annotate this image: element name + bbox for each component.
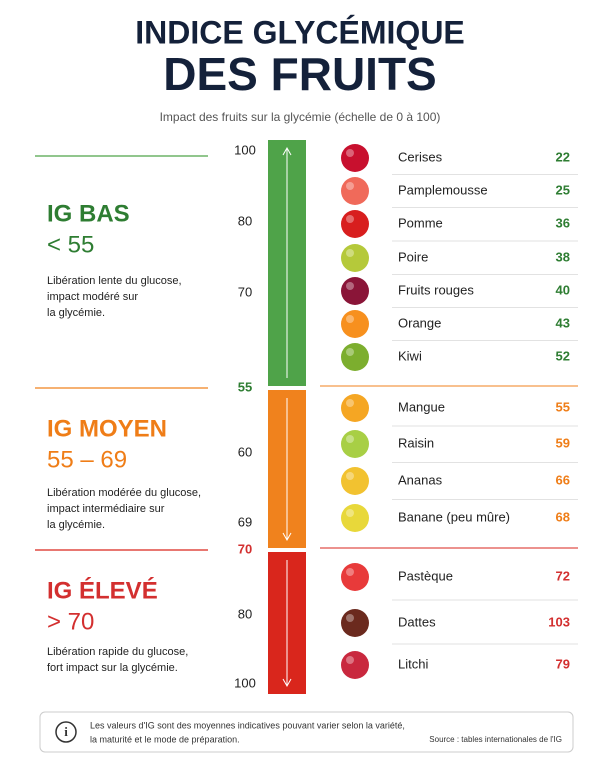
fruit-ig: 22 (556, 149, 570, 164)
fruit-icon (341, 343, 369, 371)
section-range: > 70 (47, 608, 94, 635)
scale-label: 100 (234, 142, 256, 157)
fruit-icon (341, 430, 369, 458)
fruit-ig: 52 (556, 348, 570, 363)
fruit-name: Ananas (398, 472, 443, 487)
section-label: IG MOYEN (47, 415, 167, 442)
fruit-ig: 66 (556, 472, 570, 487)
info-icon (55, 721, 77, 743)
section-description: Libération modérée du glucose, (47, 487, 201, 499)
fruit-ig: 25 (556, 182, 570, 197)
section-description: fort impact sur la glycémie. (47, 662, 178, 674)
scale-boundary: 55 (238, 379, 252, 394)
fruit-icon (346, 399, 354, 407)
fruit-name: Cerises (398, 149, 443, 164)
fruit-icon (346, 472, 354, 480)
fruit-name: Fruits rouges (398, 282, 474, 297)
scale-label: 80 (238, 213, 252, 228)
section-label: IG BAS (47, 200, 130, 227)
fruit-name: Pomme (398, 215, 443, 230)
scale-boundary: 70 (238, 541, 252, 556)
scale-arrow (282, 678, 292, 688)
fruit-icon (341, 467, 369, 495)
fruit-icon (341, 244, 369, 272)
fruit-ig: 38 (556, 249, 570, 264)
info-icon: i (64, 724, 68, 739)
footer-source: Source : tables internationales de l'IG (429, 735, 562, 744)
fruit-icon (341, 310, 369, 338)
scale-label: 70 (238, 284, 252, 299)
fruit-icon (341, 609, 369, 637)
fruit-name: Banane (peu mûre) (398, 509, 510, 524)
title: DES FRUITS (163, 48, 436, 100)
section-label: IG ÉLEVÉ (47, 576, 158, 604)
fruit-icon (346, 282, 354, 290)
fruit-icon (346, 315, 354, 323)
footer-box (39, 711, 574, 753)
fruit-name: Raisin (398, 435, 434, 450)
fruit-icon (346, 568, 354, 576)
fruit-icon (341, 563, 369, 591)
fruit-icon (341, 177, 369, 205)
title: INDICE GLYCÉMIQUE (135, 14, 465, 50)
fruit-ig: 40 (556, 282, 570, 297)
section-description: impact modéré sur (47, 291, 138, 303)
fruit-icon (346, 435, 354, 443)
fruit-icon (346, 149, 354, 157)
fruit-ig: 79 (556, 656, 570, 671)
fruit-icon (341, 277, 369, 305)
section-range: < 55 (47, 231, 94, 258)
fruit-icon (346, 215, 354, 223)
fruit-ig: 103 (548, 614, 570, 629)
fruit-name: Kiwi (398, 348, 422, 363)
fruit-name: Dattes (398, 614, 436, 629)
fruit-icon (346, 614, 354, 622)
fruit-ig: 36 (556, 215, 570, 230)
section-description: Libération lente du glucose, (47, 275, 182, 287)
fruit-ig: 43 (556, 315, 570, 330)
fruit-name: Orange (398, 315, 441, 330)
subtitle: Impact des fruits sur la glycémie (échel… (160, 110, 441, 124)
fruit-icon (341, 504, 369, 532)
fruit-icon (346, 509, 354, 517)
scale-arrow (282, 146, 292, 156)
section-description: Libération rapide du glucose, (47, 646, 188, 658)
fruit-ig: 55 (556, 399, 570, 414)
fruit-icon (341, 144, 369, 172)
section-range: 55 – 69 (47, 446, 127, 473)
fruit-icon (341, 651, 369, 679)
fruit-ig: 72 (556, 568, 570, 583)
fruit-icon (341, 394, 369, 422)
fruit-ig: 68 (556, 509, 570, 524)
scale-label: 100 (234, 675, 256, 690)
section-description: impact intermédiaire sur (47, 503, 165, 515)
fruit-icon (346, 348, 354, 356)
fruit-name: Pamplemousse (398, 182, 488, 197)
fruit-name: Pastèque (398, 568, 453, 583)
fruit-icon (341, 210, 369, 238)
fruit-name: Mangue (398, 399, 445, 414)
scale-label: 60 (238, 444, 252, 459)
fruit-name: Poire (398, 249, 428, 264)
fruit-icon (346, 656, 354, 664)
fruit-icon (346, 182, 354, 190)
fruit-ig: 59 (556, 435, 570, 450)
fruit-icon (346, 249, 354, 257)
footer-note: la maturité et le mode de préparation. (90, 734, 240, 744)
scale-label: 80 (238, 606, 252, 621)
fruit-name: Litchi (398, 656, 428, 671)
footer-note: Les valeurs d'IG sont des moyennes indic… (90, 720, 405, 730)
scale-arrow (282, 532, 292, 542)
section-description: la glycémie. (47, 519, 105, 531)
section-description: la glycémie. (47, 307, 105, 319)
scale-label: 69 (238, 514, 252, 529)
